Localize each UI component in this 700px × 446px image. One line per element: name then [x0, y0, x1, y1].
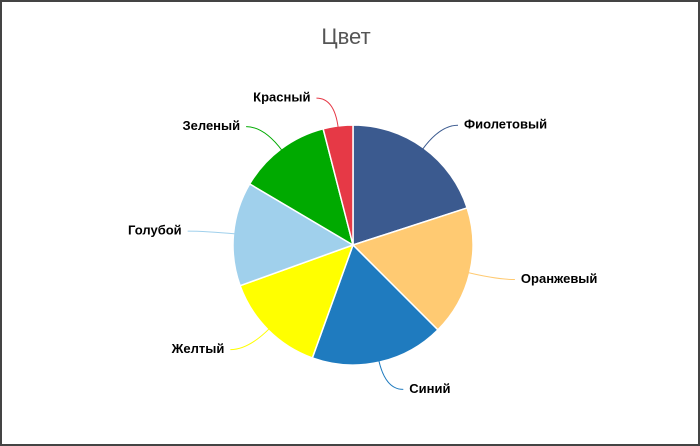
leader-line [230, 328, 270, 351]
slice-label: Оранжевый [521, 271, 598, 286]
leader-line [378, 360, 404, 390]
slice-label: Синий [409, 381, 450, 396]
leader-line [467, 272, 515, 281]
chart-title: Цвет [321, 24, 370, 49]
slice-label: Зеленый [182, 118, 240, 133]
leader-line [421, 124, 458, 150]
slice-label: Фиолетовый [464, 117, 547, 132]
slice-label: Голубой [128, 223, 182, 238]
leader-line [316, 97, 339, 128]
slice-label: Красный [253, 90, 310, 105]
leader-line [246, 126, 283, 151]
slice-label: Желтый [171, 341, 225, 356]
leader-line [187, 230, 236, 235]
